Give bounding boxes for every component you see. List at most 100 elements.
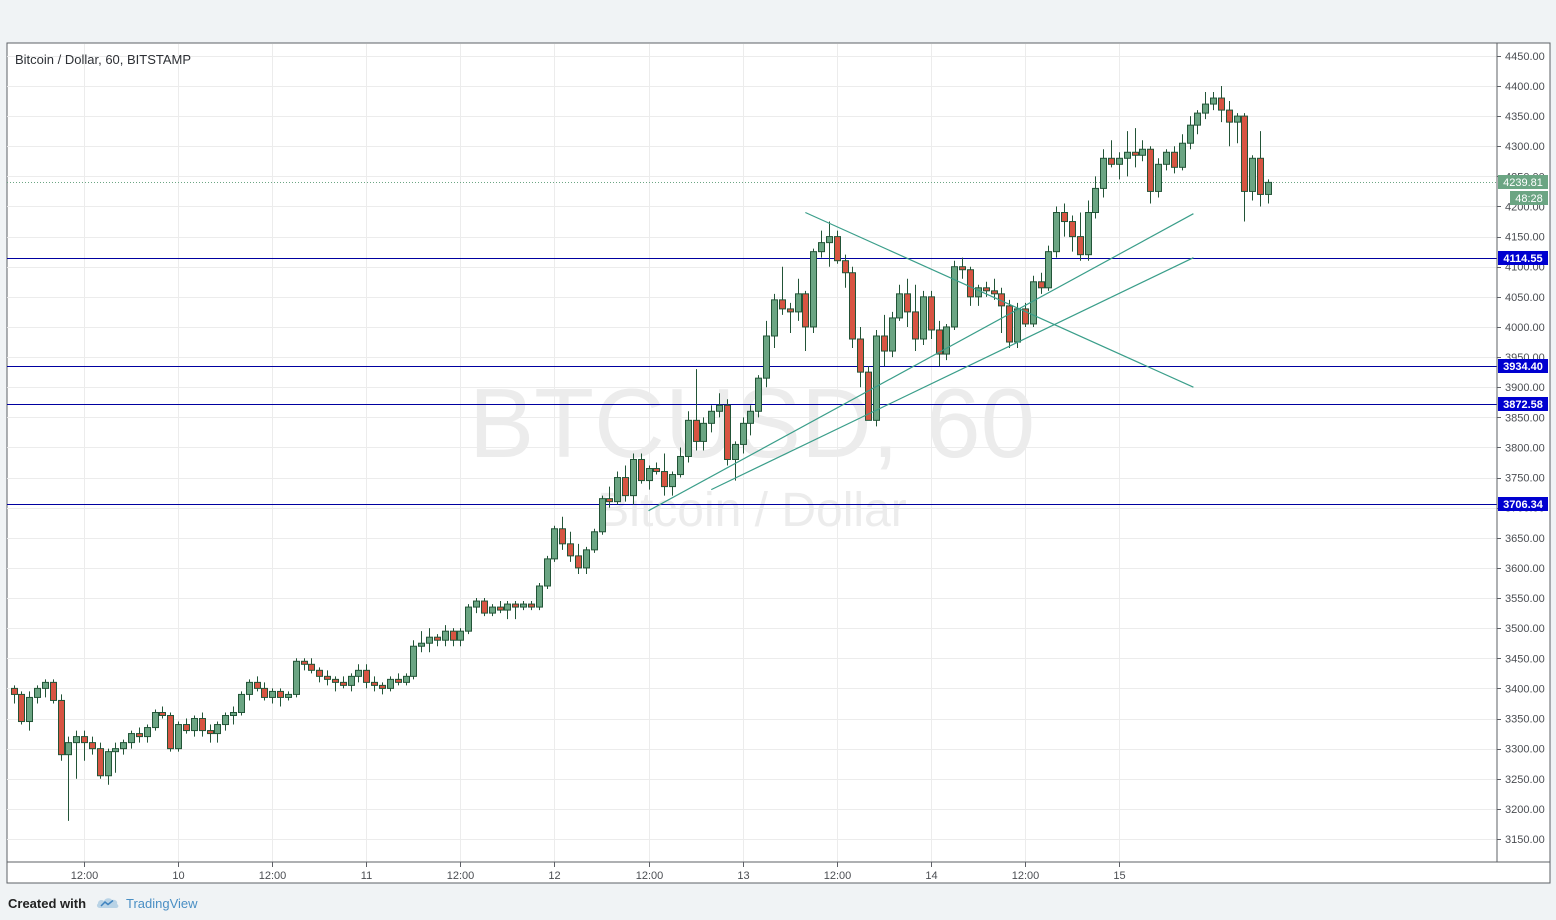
candle[interactable] <box>403 673 410 686</box>
candle[interactable] <box>418 631 425 653</box>
candle[interactable] <box>724 399 731 466</box>
candle[interactable] <box>1092 176 1099 219</box>
candle[interactable] <box>630 453 637 505</box>
candle[interactable] <box>842 254 849 288</box>
candle[interactable] <box>802 290 809 352</box>
candle[interactable] <box>269 688 276 704</box>
candle[interactable] <box>340 676 347 689</box>
candle[interactable] <box>332 676 339 692</box>
candle[interactable] <box>677 447 684 478</box>
candle[interactable] <box>261 682 268 701</box>
candle[interactable] <box>1061 203 1068 237</box>
candle[interactable] <box>614 471 621 505</box>
candle[interactable] <box>1100 149 1107 198</box>
candle[interactable] <box>779 266 786 315</box>
candle[interactable] <box>1249 155 1256 201</box>
candle[interactable] <box>1116 152 1123 180</box>
candle[interactable] <box>481 598 488 617</box>
candle[interactable] <box>1163 149 1170 171</box>
candle[interactable] <box>732 441 739 481</box>
candle[interactable] <box>857 326 864 388</box>
candle[interactable] <box>1194 110 1201 135</box>
candle[interactable] <box>465 604 472 635</box>
candle[interactable] <box>936 320 943 367</box>
candle[interactable] <box>293 658 300 698</box>
candle[interactable] <box>73 730 80 779</box>
candle[interactable] <box>1226 101 1233 147</box>
candle[interactable] <box>230 706 237 725</box>
candle[interactable] <box>1124 131 1131 177</box>
candle[interactable] <box>951 260 958 330</box>
candle[interactable] <box>175 721 182 752</box>
candle[interactable] <box>442 625 449 647</box>
tradingview-logo-icon[interactable] <box>96 896 120 910</box>
candle[interactable] <box>81 730 88 761</box>
candle[interactable] <box>254 676 261 692</box>
candle[interactable] <box>849 266 856 349</box>
candle[interactable] <box>183 718 190 734</box>
candle[interactable] <box>1022 302 1029 327</box>
candle[interactable] <box>222 712 229 731</box>
candle[interactable] <box>943 323 950 361</box>
candle[interactable] <box>959 257 966 279</box>
candle[interactable] <box>1187 116 1194 150</box>
candle[interactable] <box>50 679 57 704</box>
candle[interactable] <box>912 284 919 352</box>
candle[interactable] <box>434 634 441 647</box>
candle[interactable] <box>763 320 770 388</box>
candle[interactable] <box>708 405 715 433</box>
candle[interactable] <box>889 311 896 358</box>
candle[interactable] <box>371 676 378 692</box>
candle[interactable] <box>426 628 433 653</box>
candle[interactable] <box>1202 92 1209 120</box>
tradingview-brand[interactable]: TradingView <box>126 895 198 911</box>
candle[interactable] <box>355 664 362 683</box>
candle[interactable] <box>747 405 754 436</box>
trend-line[interactable] <box>648 213 1194 512</box>
candle[interactable] <box>896 284 903 321</box>
candle[interactable] <box>1155 158 1162 198</box>
candle[interactable] <box>473 598 480 614</box>
candle[interactable] <box>489 604 496 617</box>
candle[interactable] <box>34 685 41 704</box>
candle[interactable] <box>1218 86 1225 123</box>
candle[interactable] <box>661 453 668 496</box>
candle[interactable] <box>646 465 653 490</box>
time-axis[interactable]: 12:00 10 12:00 11 12:00 12 12:00 13 12:00 14 12:00… <box>71 862 1126 882</box>
candle[interactable] <box>1077 212 1084 261</box>
candle[interactable] <box>199 712 206 737</box>
candle[interactable] <box>1006 299 1013 349</box>
candle[interactable] <box>559 516 566 550</box>
candle[interactable] <box>1179 134 1186 171</box>
candle[interactable] <box>497 601 504 614</box>
candle[interactable] <box>159 706 166 719</box>
candle[interactable] <box>920 290 927 346</box>
candle[interactable] <box>457 628 464 647</box>
candle[interactable] <box>207 724 214 743</box>
candle[interactable] <box>136 727 143 743</box>
candle[interactable] <box>277 688 284 707</box>
candle[interactable] <box>58 694 65 761</box>
candle[interactable] <box>904 278 911 327</box>
candle[interactable] <box>991 278 998 300</box>
candle[interactable] <box>928 290 935 340</box>
candle[interactable] <box>622 465 629 502</box>
candle[interactable] <box>591 528 598 553</box>
candle[interactable] <box>1171 146 1178 174</box>
trend-line[interactable] <box>805 211 1194 388</box>
candle[interactable] <box>755 375 762 418</box>
candle[interactable] <box>97 742 104 779</box>
candle[interactable] <box>575 543 582 574</box>
candle[interactable] <box>567 531 574 562</box>
candle[interactable] <box>1139 140 1146 162</box>
candle[interactable] <box>818 230 825 258</box>
candle[interactable] <box>167 712 174 752</box>
candle[interactable] <box>881 314 888 367</box>
candle[interactable] <box>826 221 833 267</box>
candle[interactable] <box>348 673 355 692</box>
candle[interactable] <box>1234 113 1241 144</box>
candle[interactable] <box>191 715 198 737</box>
candle[interactable] <box>1132 128 1139 168</box>
candle[interactable] <box>1069 215 1076 252</box>
candle[interactable] <box>1045 245 1052 291</box>
